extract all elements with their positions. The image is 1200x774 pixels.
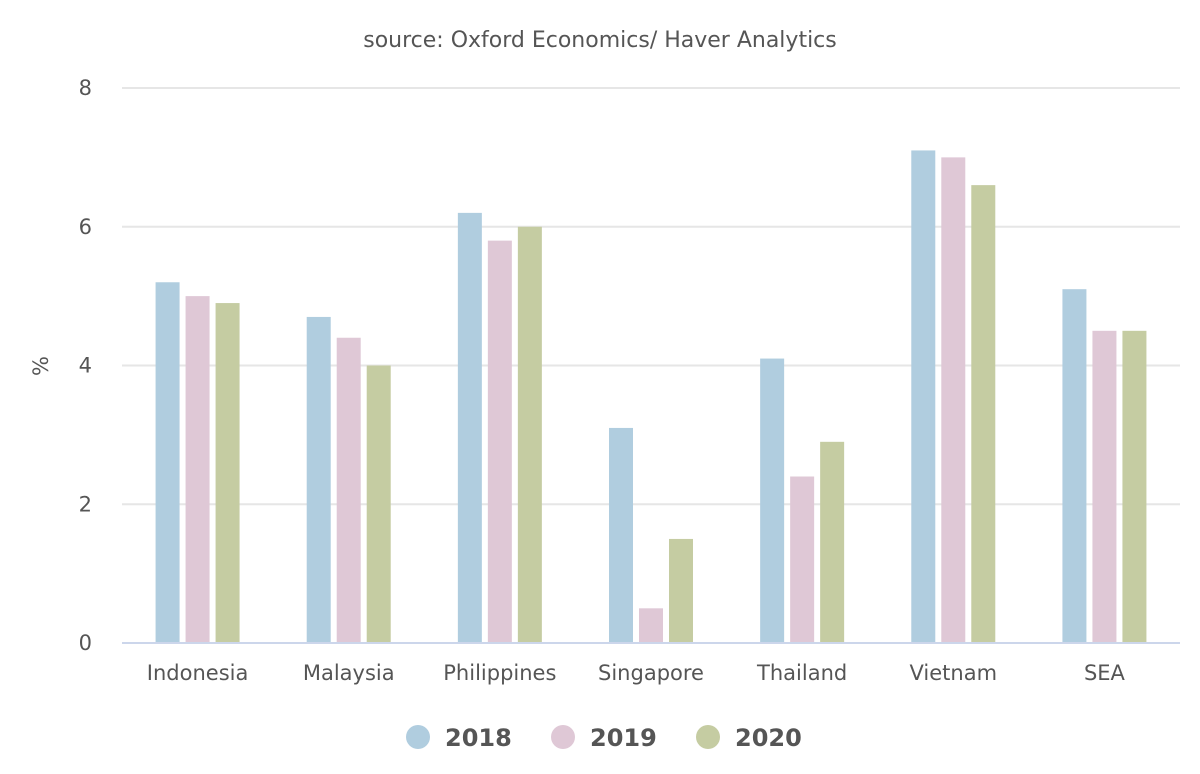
x-tick-label: Vietnam xyxy=(910,661,998,685)
legend-item-2020[interactable]: 2020 xyxy=(696,724,802,752)
bar-thailand-2019 xyxy=(790,476,815,643)
y-tick-label: 0 xyxy=(79,631,92,655)
bar-philippines-2020 xyxy=(517,226,542,643)
gridlines xyxy=(122,87,1180,506)
legend-marker xyxy=(696,725,720,749)
bar-indonesia-2018 xyxy=(155,282,180,643)
y-tick-label: 2 xyxy=(79,492,92,516)
x-tick-label: Singapore xyxy=(598,661,704,685)
y-axis-ticks: 0 2 4 6 8 xyxy=(79,76,92,655)
y-tick-label: 8 xyxy=(79,76,92,100)
x-tick-label: Philippines xyxy=(443,661,556,685)
bar-vietnam-2019 xyxy=(941,157,966,643)
bar-malaysia-2020 xyxy=(366,365,391,643)
bar-vietnam-2018 xyxy=(911,150,936,643)
y-tick-label: 6 xyxy=(79,215,92,239)
bar-philippines-2018 xyxy=(457,212,482,643)
bar-sea-2018 xyxy=(1062,289,1087,643)
y-axis-title: % xyxy=(29,356,53,376)
legend-marker xyxy=(406,725,430,749)
legend-label: 2020 xyxy=(735,724,802,752)
bar-singapore-2019 xyxy=(639,608,663,643)
legend-item-2018[interactable]: 2018 xyxy=(406,724,512,752)
x-tick-label: Malaysia xyxy=(303,661,395,685)
bar-thailand-2018 xyxy=(760,358,785,643)
x-tick-label: Thailand xyxy=(756,661,847,685)
bar-singapore-2018 xyxy=(609,427,633,643)
legend-item-2019[interactable]: 2019 xyxy=(551,724,657,752)
bar-malaysia-2018 xyxy=(306,316,331,643)
bar-singapore-2020 xyxy=(669,538,693,643)
bar-thailand-2020 xyxy=(820,441,845,643)
bar-indonesia-2020 xyxy=(215,303,240,643)
bar-philippines-2019 xyxy=(487,240,512,643)
bar-malaysia-2019 xyxy=(336,337,361,643)
bar-sea-2020 xyxy=(1122,330,1147,643)
y-tick-label: 4 xyxy=(79,354,92,378)
legend-label: 2019 xyxy=(590,724,657,752)
bars xyxy=(155,150,1147,643)
x-tick-label: Indonesia xyxy=(147,661,249,685)
legend-marker xyxy=(551,725,575,749)
legend: 2018 2019 2020 xyxy=(406,724,802,752)
x-axis-labels: Indonesia Malaysia Philippines Singapore Tha… xyxy=(147,661,1126,685)
bar-vietnam-2020 xyxy=(971,185,996,643)
legend-label: 2018 xyxy=(445,724,512,752)
chart-subtitle: source: Oxford Economics/ Haver Analytic… xyxy=(363,28,837,53)
x-tick-label: SEA xyxy=(1084,661,1126,685)
bar-sea-2019 xyxy=(1092,330,1117,643)
bar-indonesia-2019 xyxy=(185,296,210,643)
